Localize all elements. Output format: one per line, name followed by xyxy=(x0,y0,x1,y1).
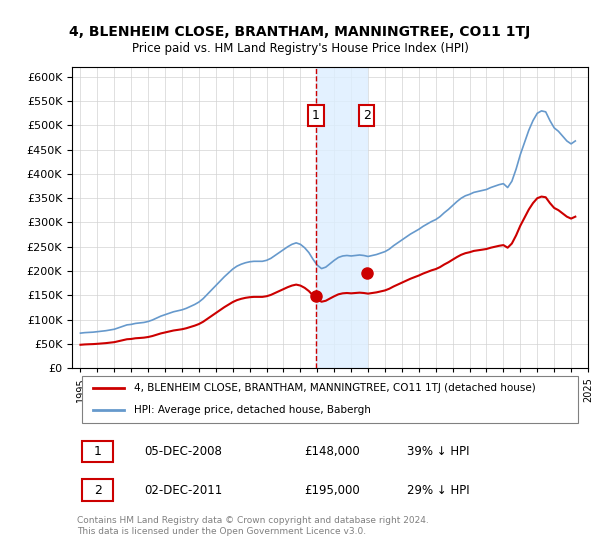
Text: £195,000: £195,000 xyxy=(304,483,360,497)
Text: £148,000: £148,000 xyxy=(304,445,360,458)
Text: HPI: Average price, detached house, Babergh: HPI: Average price, detached house, Babe… xyxy=(134,405,371,415)
Text: 05-DEC-2008: 05-DEC-2008 xyxy=(144,445,222,458)
FancyBboxPatch shape xyxy=(82,376,578,423)
FancyBboxPatch shape xyxy=(82,441,113,462)
Text: Price paid vs. HM Land Registry's House Price Index (HPI): Price paid vs. HM Land Registry's House … xyxy=(131,42,469,55)
Text: 02-DEC-2011: 02-DEC-2011 xyxy=(144,483,223,497)
Text: 4, BLENHEIM CLOSE, BRANTHAM, MANNINGTREE, CO11 1TJ (detached house): 4, BLENHEIM CLOSE, BRANTHAM, MANNINGTREE… xyxy=(134,383,536,393)
Text: 1: 1 xyxy=(94,445,102,458)
FancyBboxPatch shape xyxy=(82,479,113,501)
Text: 39% ↓ HPI: 39% ↓ HPI xyxy=(407,445,470,458)
Text: 29% ↓ HPI: 29% ↓ HPI xyxy=(407,483,470,497)
Text: 4, BLENHEIM CLOSE, BRANTHAM, MANNINGTREE, CO11 1TJ: 4, BLENHEIM CLOSE, BRANTHAM, MANNINGTREE… xyxy=(70,25,530,39)
Text: 2: 2 xyxy=(94,483,102,497)
Text: 1: 1 xyxy=(312,109,320,122)
Bar xyxy=(316,67,367,368)
Text: 2: 2 xyxy=(363,109,371,122)
Text: Contains HM Land Registry data © Crown copyright and database right 2024.
This d: Contains HM Land Registry data © Crown c… xyxy=(77,516,429,535)
